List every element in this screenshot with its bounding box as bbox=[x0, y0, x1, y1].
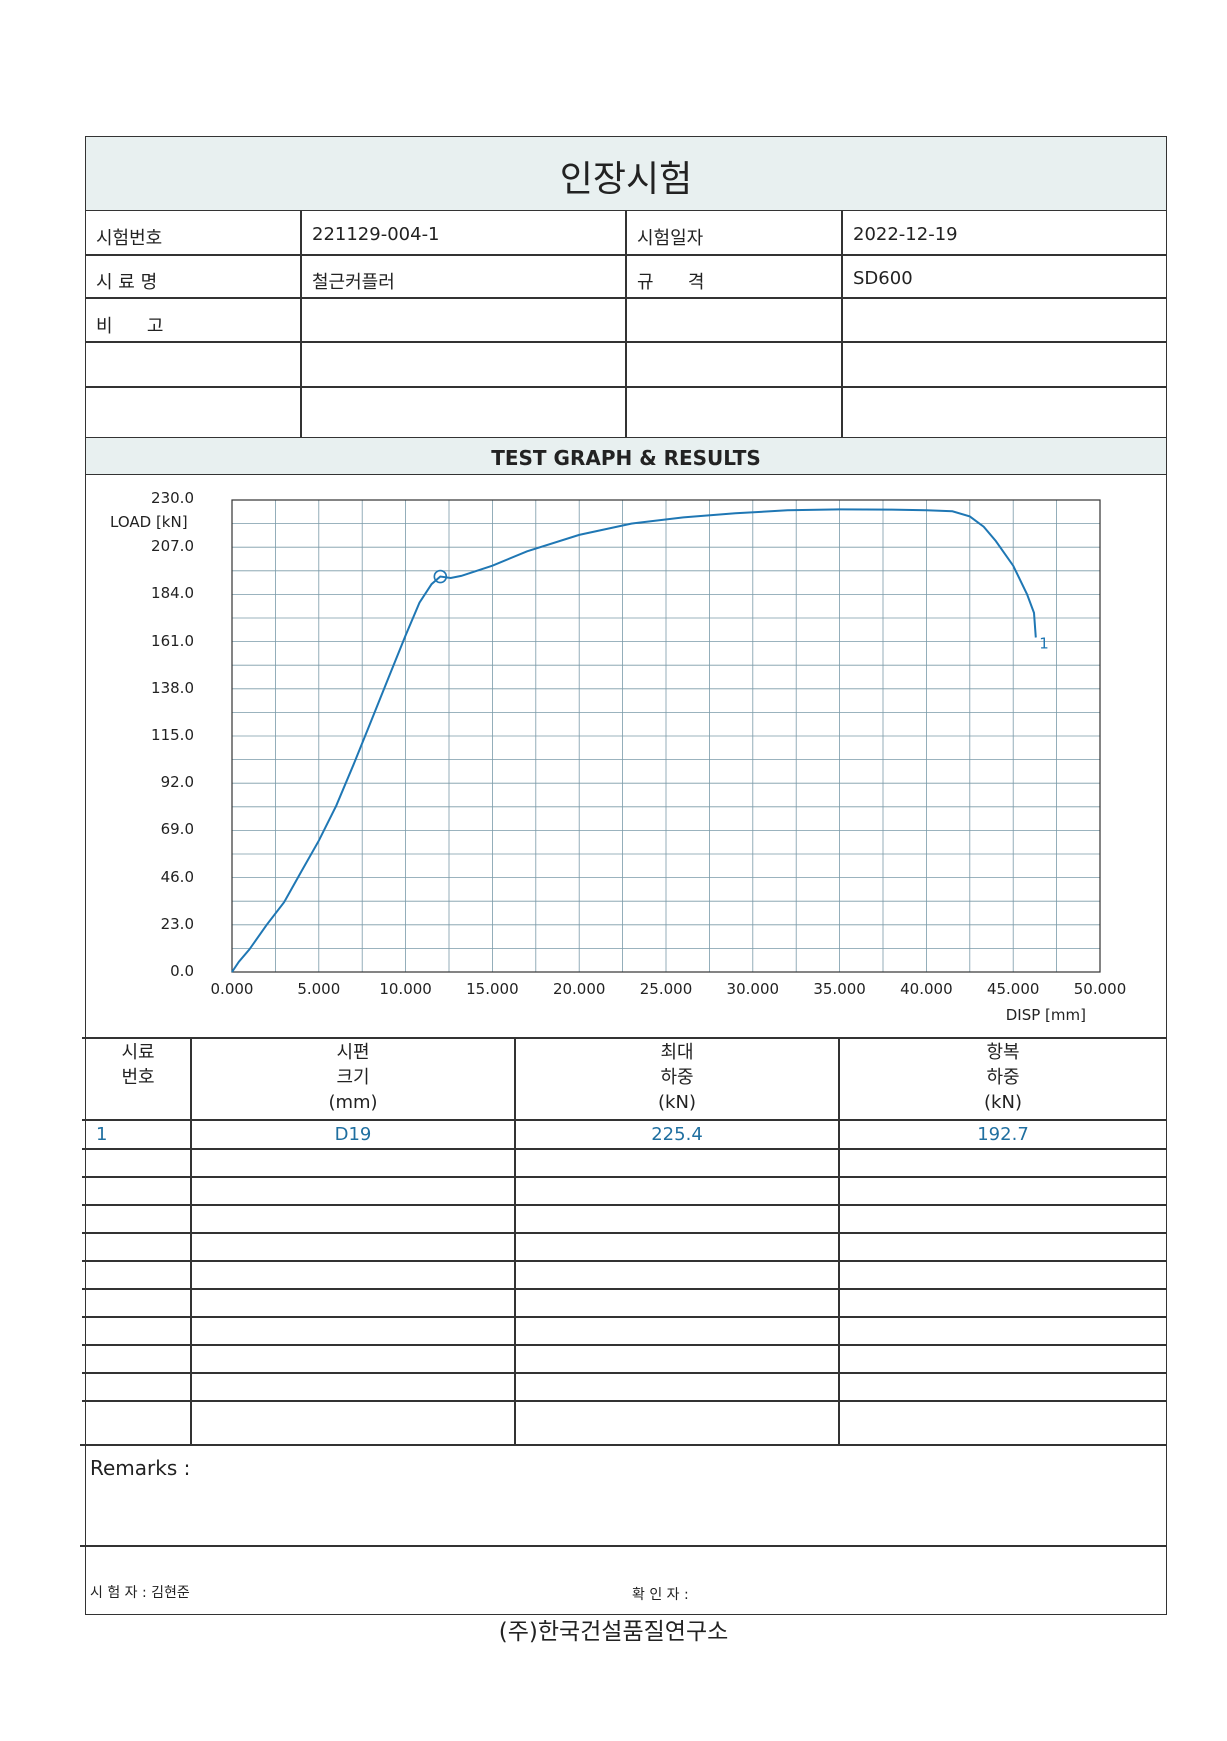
footer-organization: (주)한국건설품질연구소 bbox=[498, 1619, 729, 1645]
col-header-max-load: 최대 하중 (kN) bbox=[516, 1040, 838, 1115]
col-header-sample-no: 시료 번호 bbox=[86, 1040, 190, 1090]
x-axis-label: DISP [mm] bbox=[1005, 1006, 1086, 1024]
row-1-max-load: 225.4 bbox=[651, 1124, 703, 1145]
x-tick-label: 5.000 bbox=[297, 980, 341, 998]
x-tick-label: 15.000 bbox=[466, 980, 519, 998]
results-row-line bbox=[82, 1148, 1166, 1150]
chart-grid bbox=[231, 499, 1101, 973]
x-tick-label: 50.000 bbox=[1073, 980, 1127, 998]
results-row-line bbox=[82, 1204, 1166, 1206]
info-col-divider bbox=[625, 211, 627, 437]
title-band bbox=[86, 137, 1166, 211]
results-row-line bbox=[82, 1372, 1166, 1374]
results-bottom-line bbox=[80, 1444, 1166, 1446]
y-tick-label: 69.0 bbox=[160, 820, 194, 839]
header-line: (mm) bbox=[328, 1092, 378, 1113]
info-col-divider bbox=[300, 211, 302, 437]
results-row-line bbox=[82, 1260, 1166, 1262]
series-line-1 bbox=[231, 508, 1037, 973]
results-row-line bbox=[82, 1344, 1166, 1346]
graph-section-title: TEST GRAPH & RESULTS bbox=[491, 446, 761, 470]
test-date-value: 2022-12-19 bbox=[853, 224, 958, 245]
header-line: 번호 bbox=[121, 1067, 155, 1088]
y-tick-label: 92.0 bbox=[160, 773, 194, 792]
test-date-label: 시험일자 bbox=[637, 228, 704, 249]
graph-section-band bbox=[86, 437, 1166, 475]
results-row-line bbox=[82, 1176, 1166, 1178]
tester-label: 시 험 자 : 김현준 bbox=[90, 1585, 190, 1601]
y-tick-label: 0.0 bbox=[170, 962, 194, 980]
y-tick-label: 207.0 bbox=[151, 537, 194, 556]
results-row-line bbox=[82, 1232, 1166, 1234]
results-col-divider bbox=[514, 1037, 516, 1445]
remarks-label: Remarks : bbox=[90, 1456, 191, 1480]
col-header-yield-load: 항복 하중 (kN) bbox=[840, 1040, 1166, 1115]
checker-label: 확 인 자 : bbox=[632, 1587, 689, 1603]
test-no-label: 시험번호 bbox=[96, 228, 163, 249]
x-tick-label: 0.000 bbox=[210, 980, 254, 998]
x-tick-label: 20.000 bbox=[552, 980, 606, 998]
results-row-line bbox=[82, 1400, 1166, 1402]
y-tick-label: 161.0 bbox=[151, 631, 194, 650]
results-header-bottom bbox=[82, 1119, 1166, 1121]
page-title: 인장시험 bbox=[559, 159, 693, 200]
x-tick-label: 30.000 bbox=[726, 980, 780, 998]
sample-name-label: 시 료 명 bbox=[96, 272, 158, 293]
header-line: 하중 bbox=[986, 1067, 1020, 1088]
col-header-specimen-size: 시편 크기 (mm) bbox=[192, 1040, 514, 1115]
spec-value: SD600 bbox=[853, 268, 913, 289]
remarks-bottom-line bbox=[80, 1545, 1166, 1547]
y-tick-label: 184.0 bbox=[151, 584, 194, 603]
header-line: 시편 bbox=[336, 1042, 370, 1063]
header-line: 최대 bbox=[660, 1042, 694, 1063]
chart-area: LOAD [kN] DISP [mm] bbox=[86, 476, 1166, 1036]
y-tick-label: 46.0 bbox=[160, 867, 194, 886]
header-line: 시료 bbox=[121, 1042, 155, 1063]
header-line: (kN) bbox=[984, 1092, 1022, 1113]
row-1-specimen-size: D19 bbox=[334, 1124, 372, 1145]
header-line: (kN) bbox=[658, 1092, 696, 1113]
y-tick-label: 230.0 bbox=[151, 489, 194, 507]
remarks-row-label: 비 고 bbox=[96, 316, 164, 337]
results-row-line bbox=[82, 1288, 1166, 1290]
header-line: 항복 bbox=[986, 1042, 1020, 1063]
sample-name-value: 철근커플러 bbox=[312, 272, 395, 293]
info-col-divider bbox=[841, 211, 843, 437]
header-line: 크기 bbox=[336, 1067, 370, 1088]
x-tick-label: 40.000 bbox=[900, 980, 953, 998]
header-line: 하중 bbox=[660, 1067, 694, 1088]
x-tick-label: 35.000 bbox=[813, 980, 866, 998]
report-sheet bbox=[85, 136, 1167, 1615]
results-row-line bbox=[82, 1316, 1166, 1318]
series-end-label: 1 bbox=[1039, 635, 1049, 653]
y-tick-label: 23.0 bbox=[160, 914, 194, 933]
y-tick-label: 115.0 bbox=[151, 726, 194, 744]
row-1-sample-no: 1 bbox=[96, 1124, 108, 1145]
yield-point-marker bbox=[433, 569, 448, 584]
x-tick-label: 10.000 bbox=[379, 980, 432, 998]
results-col-divider bbox=[838, 1037, 840, 1445]
y-axis-label: LOAD [kN] bbox=[110, 513, 188, 531]
results-top-line bbox=[82, 1037, 1166, 1039]
x-tick-label: 45.000 bbox=[986, 980, 1040, 998]
test-no-value: 221129-004-1 bbox=[312, 224, 440, 245]
results-col-divider bbox=[190, 1037, 192, 1445]
spec-label: 규 격 bbox=[637, 272, 705, 293]
row-1-yield-load: 192.7 bbox=[977, 1124, 1029, 1145]
y-tick-label: 138.0 bbox=[151, 678, 194, 697]
x-tick-label: 25.000 bbox=[639, 980, 693, 998]
plot-frame bbox=[231, 499, 1101, 973]
